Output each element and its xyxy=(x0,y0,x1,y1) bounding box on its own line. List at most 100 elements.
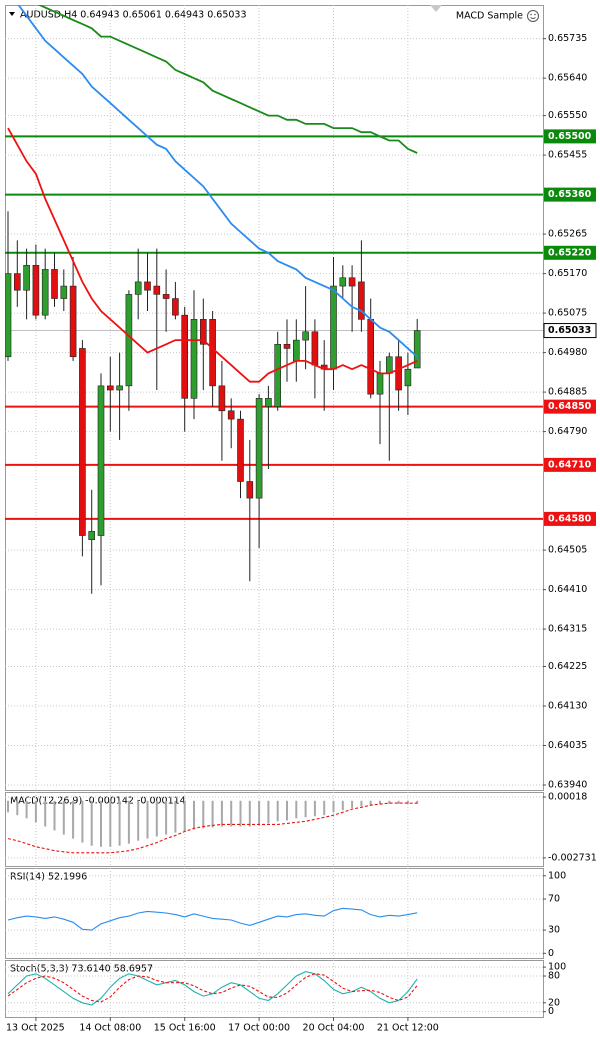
y-tick-label: 0 xyxy=(548,1006,554,1017)
y-tick-label: 0.63940 xyxy=(548,780,587,791)
candle-body xyxy=(227,410,235,420)
candle-body xyxy=(311,331,319,366)
candle-body xyxy=(283,343,291,349)
y-tick-label: 0.64130 xyxy=(548,701,587,712)
y-tick-label: 20 xyxy=(548,997,560,1008)
y-tick-label: 0.65550 xyxy=(548,110,587,121)
candle-body xyxy=(181,314,188,399)
candle-body xyxy=(14,273,21,291)
candle-body xyxy=(218,385,226,412)
y-tick-label: 0.64505 xyxy=(548,545,587,556)
indicator-line xyxy=(7,802,418,854)
y-tick-label: 0.65455 xyxy=(548,150,587,161)
y-tick-label: 0.65075 xyxy=(548,308,587,319)
y-tick-label: 0.64315 xyxy=(548,624,587,635)
candle-body xyxy=(413,330,421,369)
candle-body xyxy=(51,269,58,299)
y-tick-label: 0.64980 xyxy=(548,347,587,358)
indicator-line xyxy=(7,907,418,931)
candle-body xyxy=(144,281,151,291)
shift-marker[interactable] xyxy=(430,5,442,12)
indicator-plot xyxy=(7,800,419,854)
indicator-line xyxy=(7,973,418,1003)
indicator-plot xyxy=(7,907,418,931)
candle-body xyxy=(32,264,40,316)
candle-body xyxy=(302,331,309,341)
candle-body xyxy=(348,277,356,287)
candle-body xyxy=(274,343,282,407)
y-tick-label: 100 xyxy=(548,962,566,973)
x-tick-label: 21 Oct 12:00 xyxy=(377,1023,439,1034)
candle-body xyxy=(209,319,216,387)
current-price-box xyxy=(543,323,597,339)
rsi-panel-frame xyxy=(5,868,544,959)
level-label: 0.64850 xyxy=(548,401,592,412)
candle-body xyxy=(107,385,114,391)
y-tick-label: 0.65265 xyxy=(548,229,587,240)
level-label-box xyxy=(544,187,596,202)
candle-body xyxy=(190,319,198,399)
candle-body xyxy=(265,398,272,407)
y-tick-label: -0.002731 xyxy=(548,852,597,863)
candle-body xyxy=(125,294,133,387)
y-tick-label: 100 xyxy=(548,870,566,881)
y-tick-label: 0.64790 xyxy=(548,426,587,437)
y-tick-label: 0.64885 xyxy=(548,387,587,398)
candle-body xyxy=(385,356,393,374)
candle-body xyxy=(69,285,77,358)
chart-title: AUDUSD,H4 0.64943 0.65061 0.64943 0.6503… xyxy=(20,10,247,21)
rsi-title: RSI(14) 52.1996 xyxy=(10,872,87,883)
expert-icon[interactable] xyxy=(527,10,539,22)
candle-body xyxy=(88,531,95,540)
level-label: 0.65220 xyxy=(548,247,592,258)
y-tick-label: 80 xyxy=(548,971,560,982)
main-panel-frame xyxy=(5,5,544,791)
x-tick-label: 20 Oct 04:00 xyxy=(303,1023,365,1034)
candle-body xyxy=(200,319,207,345)
candle-body xyxy=(60,285,68,299)
level-label: 0.65500 xyxy=(548,131,592,142)
candle-body xyxy=(376,373,384,395)
y-tick-label: 30 xyxy=(548,925,560,936)
candle-body xyxy=(404,368,412,387)
candle-body xyxy=(330,285,337,370)
candle-body xyxy=(292,339,300,362)
candle-body xyxy=(237,418,244,482)
candle-body xyxy=(153,285,161,295)
candle-body xyxy=(395,356,402,391)
candle-body xyxy=(23,264,30,291)
macd-panel-frame xyxy=(5,792,544,867)
candle-body xyxy=(162,294,170,299)
level-label: 0.64580 xyxy=(548,513,592,524)
indicator-line xyxy=(7,971,418,1006)
candle-body xyxy=(246,481,254,499)
candle-body xyxy=(367,319,375,395)
macd-title: MACD(12,26,9) -0.000142 -0.000114 xyxy=(10,796,186,807)
level-label: 0.64710 xyxy=(548,459,592,470)
stoch-title: Stoch(5,3,3) 73.6140 58.6957 xyxy=(10,964,153,975)
y-tick-label: 0.64035 xyxy=(548,740,587,751)
y-tick-label: 70 xyxy=(548,894,560,905)
candle-body xyxy=(255,398,263,499)
candle-body xyxy=(358,281,365,320)
indicator-line xyxy=(37,5,418,154)
level-label-box xyxy=(544,457,596,472)
y-tick-label: 0.00018 xyxy=(548,792,587,803)
candle-body xyxy=(172,298,179,316)
indicator-line xyxy=(7,127,418,383)
y-tick-label: 0.64225 xyxy=(548,661,587,672)
indicator-plot xyxy=(7,971,418,1006)
current-price-label: 0.65033 xyxy=(548,325,591,336)
menu-triangle[interactable] xyxy=(9,12,15,16)
candle-body xyxy=(79,348,86,536)
x-tick-label: 13 Oct 2025 xyxy=(6,1023,65,1034)
main-plot xyxy=(5,5,543,594)
expert-name: MACD Sample xyxy=(456,11,523,22)
indicator-line xyxy=(17,5,418,358)
x-tick-label: 14 Oct 08:00 xyxy=(79,1023,141,1034)
candle-body xyxy=(5,273,12,358)
candle-body xyxy=(41,269,49,316)
